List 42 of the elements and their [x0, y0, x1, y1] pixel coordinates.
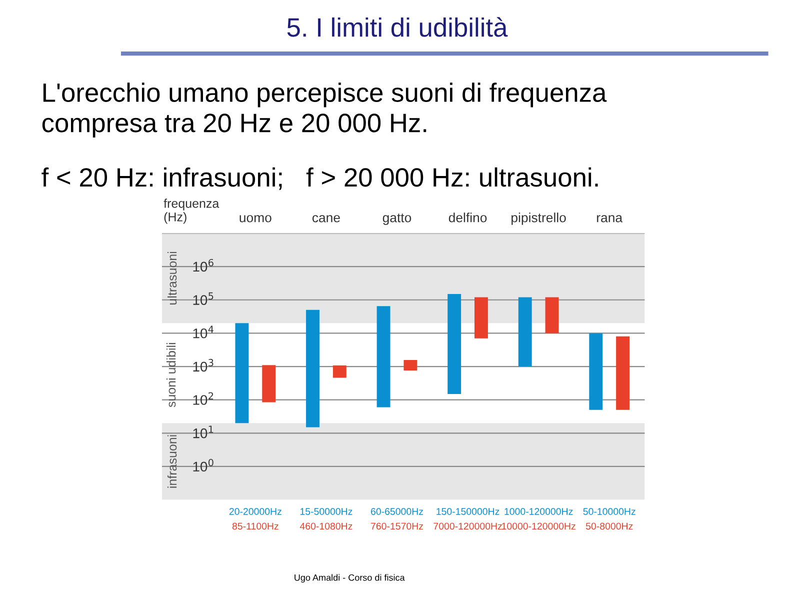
bar	[404, 360, 418, 370]
data-label: 460-1080Hz	[300, 522, 352, 530]
x-tick-label: cane	[312, 215, 340, 222]
bar	[589, 333, 603, 410]
y-tick-label: 10$^{0}$	[193, 458, 214, 472]
y-tick-label: 10$^{6}$	[193, 258, 214, 272]
y-tick-label: 10$^{5}$	[193, 292, 214, 305]
x-tick-label: uomo	[240, 215, 272, 222]
bar	[616, 336, 630, 410]
bar	[262, 365, 276, 402]
bar	[474, 297, 488, 338]
x-tick-label: rana	[597, 215, 623, 222]
bar	[518, 297, 532, 367]
data-label: 7000-120000Hz	[434, 522, 502, 530]
bar	[332, 365, 346, 378]
bar	[306, 310, 320, 428]
data-label: 150-150000Hz	[436, 508, 500, 515]
bar	[376, 306, 390, 408]
band-label: ultrasuoni	[167, 252, 177, 304]
data-label: 1000-120000Hz	[504, 508, 573, 515]
data-label: 20-20000Hz	[229, 508, 282, 515]
bar	[545, 297, 559, 334]
x-tick-label: gatto	[382, 214, 412, 225]
y-tick-label: 10$^{1}$	[193, 426, 214, 438]
data-label: 10000-120000Hz	[502, 522, 576, 530]
text: Ugo Amaldi - Corso di fisica	[294, 574, 405, 583]
bar	[235, 323, 249, 424]
data-label: 85-1100Hz	[232, 522, 278, 530]
x-tick-label: delfino	[448, 212, 487, 222]
x-tick-label: pipistrello	[512, 212, 566, 225]
text: f < 20 Hz: infrasuoni; f > 20 000 Hz: ultrasuoni.	[42, 167, 598, 190]
chart-subtitle: L'orecchio umano percepisce suoni di frequenza compresa tra 20 Hz e 20 000 Hz.	[42, 82, 607, 138]
data-label: 760-1570Hz	[370, 522, 423, 530]
chart-title: 5. I limiti di udibilità	[287, 17, 508, 37]
y-axis-title: frequenza (Hz)	[164, 198, 220, 224]
data-label: 60-65000Hz	[370, 508, 423, 515]
annotation: suoni udibili	[166, 343, 176, 408]
data-label: 15-50000Hz	[300, 508, 352, 515]
bar	[448, 294, 462, 394]
data-label: 50-10000Hz	[583, 508, 636, 515]
data-label: 50-8000Hz	[586, 522, 633, 530]
band-label: infrasuoni	[167, 435, 177, 488]
